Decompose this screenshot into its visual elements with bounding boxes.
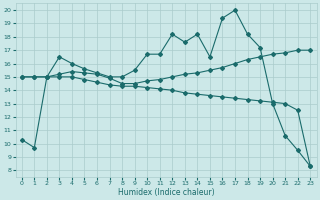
X-axis label: Humidex (Indice chaleur): Humidex (Indice chaleur) <box>118 188 214 197</box>
